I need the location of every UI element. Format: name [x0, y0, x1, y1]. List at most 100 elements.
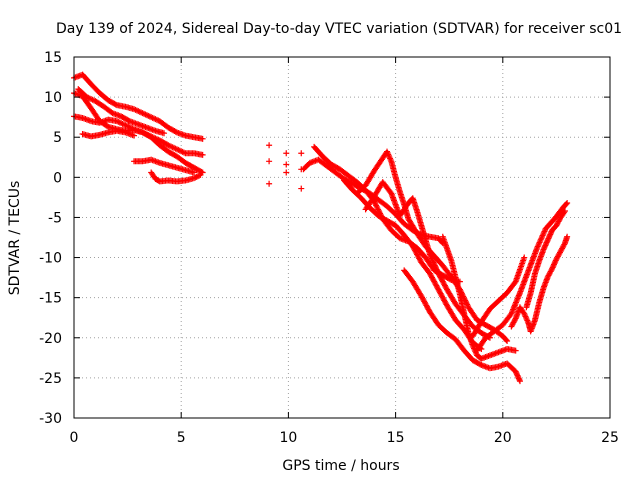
data-point-track-s	[541, 245, 548, 252]
data-point-track-s	[543, 239, 550, 246]
data-point-track-q	[563, 200, 570, 207]
data-point-track-d	[198, 168, 205, 175]
data-point-track-q	[541, 228, 548, 235]
data-point-track-r	[548, 267, 555, 274]
data-points	[71, 71, 571, 385]
data-point-track-m	[432, 263, 439, 270]
data-point-track-r	[561, 241, 568, 248]
data-point-track-r	[550, 263, 557, 270]
data-point-track-o	[470, 344, 477, 351]
data-point-track-l	[384, 150, 391, 157]
data-point-track-r	[549, 265, 556, 272]
data-point-track-r	[523, 316, 530, 323]
data-point-track-s	[561, 208, 568, 215]
data-point-track-r	[524, 318, 531, 325]
data-point-track-r	[511, 316, 518, 323]
data-point-track-s	[542, 241, 549, 248]
data-point-track-n	[516, 378, 523, 385]
data-point-track-o	[469, 342, 476, 349]
data-point-track-s	[540, 246, 547, 253]
data-point-track-n	[515, 373, 522, 380]
data-point-track-h	[266, 158, 273, 165]
data-point-track-p	[521, 254, 528, 261]
data-point-track-l	[387, 155, 394, 162]
data-point-track-r	[564, 233, 571, 240]
data-point-track-n	[515, 375, 522, 382]
data-point-track-c	[104, 122, 111, 129]
data-point-track-m	[433, 266, 440, 273]
data-point-track-j	[375, 206, 382, 213]
data-point-track-a	[199, 135, 206, 142]
data-point-track-q	[540, 231, 547, 238]
data-point-track-r	[551, 260, 558, 267]
x-tick-label: 0	[70, 430, 79, 446]
data-point-track-s	[561, 209, 568, 216]
data-point-track-l	[385, 151, 392, 158]
data-point-track-a	[112, 101, 119, 108]
data-point-track-l	[385, 152, 392, 159]
data-point-track-n	[512, 368, 519, 375]
data-point-track-q	[540, 229, 547, 236]
data-point-track-q	[535, 240, 542, 247]
x-axis-title: GPS time / hours	[282, 458, 399, 474]
plot-frame	[73, 56, 611, 419]
y-tick-label: 0	[53, 170, 62, 186]
data-point-track-r	[522, 313, 529, 320]
data-point-track-j	[373, 202, 380, 209]
data-point-track-s	[544, 236, 551, 243]
data-point-track-e	[131, 132, 138, 139]
data-point-track-h	[283, 150, 290, 157]
data-point-track-n	[513, 369, 520, 376]
data-point-track-m	[429, 258, 436, 265]
x-tick-label: 20	[494, 430, 512, 446]
chart-title: Day 139 of 2024, Sidereal Day-to-day VTE…	[56, 21, 622, 37]
data-point-track-r	[521, 310, 528, 317]
data-point-track-s	[546, 232, 553, 239]
y-tick-label: -20	[39, 331, 62, 347]
data-point-track-s	[541, 243, 548, 250]
x-tick-label: 5	[177, 430, 186, 446]
data-point-track-q	[539, 232, 546, 239]
x-tick-label: 15	[387, 430, 405, 446]
data-point-track-l	[387, 156, 394, 163]
data-point-track-g	[196, 172, 203, 179]
data-point-track-b	[161, 130, 168, 137]
data-point-track-n	[477, 361, 484, 368]
data-point-track-s	[546, 234, 553, 241]
data-point-track-s	[542, 242, 549, 249]
data-point-track-l	[384, 148, 391, 155]
data-point-track-s	[547, 231, 554, 238]
data-point-track-h	[266, 142, 273, 149]
data-point-track-f	[191, 169, 198, 176]
data-point-track-s	[545, 235, 552, 242]
data-point-track-j	[373, 203, 380, 210]
data-point-track-j	[372, 201, 379, 208]
y-tick-label: 5	[53, 130, 62, 146]
data-point-track-m	[429, 256, 436, 263]
data-point-track-c	[164, 141, 171, 148]
data-point-track-q	[539, 233, 546, 240]
data-point-track-m	[431, 262, 438, 269]
data-point-track-m	[428, 254, 435, 261]
data-point-track-m	[433, 265, 440, 272]
data-point-track-s	[547, 230, 554, 237]
data-point-track-n	[516, 376, 523, 383]
data-point-track-r	[550, 261, 557, 268]
data-point-track-r	[521, 312, 528, 319]
grid	[74, 57, 610, 418]
data-point-track-l	[386, 154, 393, 161]
data-point-track-q	[536, 239, 543, 246]
x-tick-label: 10	[279, 430, 297, 446]
data-point-track-l	[503, 337, 510, 344]
data-point-track-q	[535, 242, 542, 249]
y-tick-label: 15	[44, 50, 62, 66]
data-point-track-h	[283, 161, 290, 168]
data-point-track-m	[434, 269, 441, 276]
data-point-track-q	[564, 200, 571, 207]
data-point-track-r	[552, 257, 559, 264]
data-point-track-g	[197, 171, 204, 178]
data-point-track-o	[512, 347, 519, 354]
data-point-track-r	[552, 258, 559, 265]
data-point-track-h	[283, 169, 290, 176]
